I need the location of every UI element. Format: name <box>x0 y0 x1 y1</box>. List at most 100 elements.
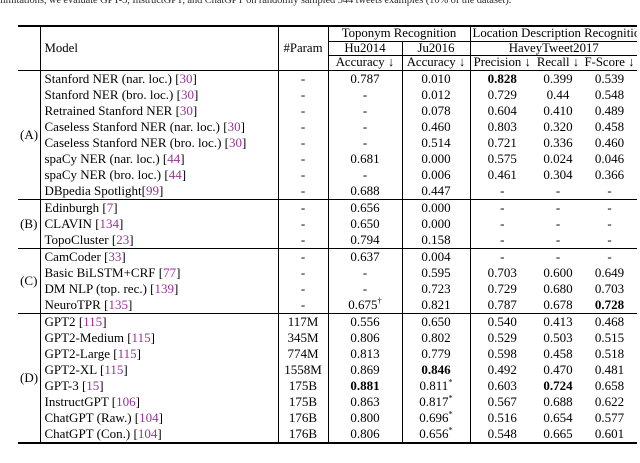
citation-ref[interactable]: 135 <box>108 296 128 312</box>
model-name: spaCy NER (bro. loc.) [44] <box>40 166 279 183</box>
table-row: Retrained Stanford NER [30] - -0.078 0.604 0… <box>18 102 637 119</box>
metric-header-accuracy-ju: Accuracy ↓ <box>402 55 471 70</box>
citation-ref[interactable]: 7 <box>106 199 114 215</box>
caption-text: limitations, we evaluate GPT-3, Instruct… <box>0 0 512 6</box>
citation-ref[interactable]: 33 <box>108 248 122 264</box>
toponym-group-header: Toponym Recognition <box>328 26 471 42</box>
metric-value: 0.729 <box>487 280 517 296</box>
citation-ref[interactable]: 77 <box>163 264 177 280</box>
model-name: Retrained Stanford NER [30] <box>40 102 279 119</box>
citation-ref[interactable]: 23 <box>116 231 130 247</box>
model-name: ChatGPT (Con.) [104] <box>40 425 279 443</box>
param-value: - <box>278 247 329 265</box>
metric-value: - <box>328 280 403 297</box>
metric-value: 0.603 <box>487 377 517 393</box>
citation-ref[interactable]: 30 <box>227 118 241 134</box>
metric-value: - <box>328 264 403 281</box>
param-value: - <box>278 182 329 199</box>
model-name-text: spaCy NER (bro. loc.) <box>44 166 162 182</box>
citation-ref[interactable]: 115 <box>83 313 103 329</box>
citation-ref[interactable]: 15 <box>86 377 100 393</box>
citation-ref[interactable]: 115 <box>117 345 137 361</box>
citation-ref[interactable]: 30 <box>229 134 243 150</box>
metric-value: 0.806 <box>328 329 403 346</box>
table-row: NeuroTPR [135] -0.675† 0.821 0.787 0.678 0.72… <box>18 296 637 313</box>
metric-value: 0.724 <box>543 377 573 393</box>
model-name: Caseless Stanford NER (nar. loc.) [30] <box>40 118 279 135</box>
metric-value: 0.802 <box>402 329 471 346</box>
metric-value: 0.458 <box>594 118 625 134</box>
param-value: - <box>278 134 329 151</box>
metric-value: 0.821 <box>402 296 471 313</box>
metric-value: 0.649 <box>594 264 625 280</box>
metric-value: 0.869 <box>328 361 403 378</box>
metric-value: 0.492 <box>487 361 517 377</box>
param-value: - <box>278 102 329 119</box>
metric-value: - <box>328 102 403 119</box>
table-body: (A) Stanford NER (nar. loc.) [30] -0.787 0.… <box>18 69 637 443</box>
metric-value: 0.44 <box>546 86 570 102</box>
model-name-text: GPT2 <box>44 313 76 329</box>
metric-value: 0.012 <box>402 86 471 103</box>
metric-value: 0.881 <box>328 377 403 394</box>
metric-value: - <box>470 198 534 216</box>
metric-value: - <box>555 182 561 198</box>
citation-ref[interactable]: 44 <box>168 166 182 182</box>
metric-value: 0.158 <box>402 231 471 248</box>
table-row: ChatGPT (Con.) [104] 176B 0.806 0.656* 0.548… <box>18 425 637 443</box>
table-row: GPT2-Large [115] 774M 0.813 0.779 0.598 0.458… <box>18 345 637 362</box>
metric-value: 0.803 <box>487 118 517 134</box>
param-value: - <box>278 150 329 167</box>
citation-ref[interactable]: 139 <box>154 280 175 296</box>
metric-value: 0.787 <box>487 296 517 312</box>
metric-value: 0.006 <box>402 166 471 183</box>
results-table: Model #Param Toponym Recognition Locatio… <box>18 25 637 444</box>
citation-ref[interactable]: 104 <box>137 425 158 441</box>
metric-value: 0.787 <box>328 69 403 87</box>
metric-value: 0.779 <box>402 345 471 362</box>
citation-ref[interactable]: 134 <box>99 215 120 231</box>
metric-value: 0.010 <box>402 69 471 87</box>
metric-value: 0.529 <box>487 329 517 345</box>
metric-value: 0.399 <box>534 69 582 87</box>
model-name: DM NLP (top. rec.) [139] <box>40 280 279 297</box>
param-value: 175B <box>278 393 329 410</box>
metric-value: 0.658 <box>594 377 625 393</box>
metric-value: 0.410 <box>543 102 573 118</box>
metric-value: 0.863 <box>328 393 403 410</box>
metric-value: 0.728 <box>594 296 625 312</box>
metric-value: - <box>500 231 505 247</box>
metric-value: - <box>328 86 403 103</box>
param-value: 175B <box>278 377 329 394</box>
citation-ref[interactable]: 99 <box>145 182 159 198</box>
citation-ref[interactable]: 44 <box>167 150 181 166</box>
citation-ref[interactable]: 115 <box>104 361 124 377</box>
metric-value: 0.516 <box>487 409 517 425</box>
citation-ref[interactable]: 106 <box>116 393 136 409</box>
model-name: GPT2-Large [115] <box>40 345 279 362</box>
table-header: Model #Param Toponym Recognition Locatio… <box>18 26 637 70</box>
citation-ref[interactable]: 30 <box>179 70 193 86</box>
param-value: - <box>278 198 329 216</box>
metric-value: 0.595 <box>402 264 471 281</box>
citation-ref[interactable]: 30 <box>179 102 193 118</box>
model-name-text: CamCoder <box>44 248 101 264</box>
metric-value: 0.413 <box>534 312 582 330</box>
model-name-text: ChatGPT (Raw.) <box>44 409 132 425</box>
model-name: TopoCluster [23] <box>40 231 279 248</box>
table-row: GPT-3 [15] 175B 0.881 0.811* 0.603 0.724 0.658 <box>18 377 637 394</box>
metric-header-accuracy-hu: Accuracy ↓ <box>328 55 403 70</box>
model-name-text: GPT-3 <box>44 377 79 393</box>
citation-ref[interactable]: 115 <box>131 329 151 345</box>
model-name-text: Caseless Stanford NER (bro. loc.) <box>44 134 222 150</box>
citation-ref[interactable]: 104 <box>139 409 159 425</box>
model-name: Edinburgh [7] <box>40 198 279 216</box>
table-caption-fragment: limitations, we evaluate GPT-3, Instruct… <box>0 0 640 9</box>
table-row: (A) Stanford NER (nar. loc.) [30] -0.787 0.… <box>18 69 637 199</box>
metric-value: 0.539 <box>582 69 637 87</box>
param-value: - <box>278 231 329 248</box>
model-name: GPT2 [115] <box>40 312 279 330</box>
model-name-text: spaCy NER (nar. loc.) <box>44 150 160 166</box>
citation-ref[interactable]: 30 <box>180 86 194 102</box>
